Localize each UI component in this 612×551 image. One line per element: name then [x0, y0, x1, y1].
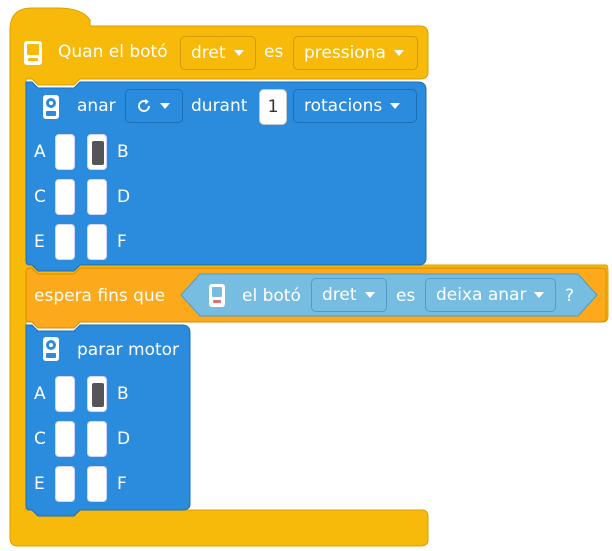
stop-motor-label: parar motor: [77, 340, 180, 360]
event-is-label: es: [264, 42, 284, 62]
condition-button-dropdown[interactable]: dret: [311, 278, 387, 312]
condition-is-label: es: [396, 286, 416, 306]
chevron-down-icon: [393, 50, 404, 56]
port-a-toggle[interactable]: [55, 134, 75, 170]
wait-until-label: espera fins que: [34, 286, 166, 306]
port-label-c: C: [34, 187, 46, 207]
chevron-down-icon: [390, 103, 401, 109]
motor-icon: [43, 95, 59, 119]
port-c-toggle[interactable]: [55, 421, 75, 457]
amount-input[interactable]: 1: [259, 89, 287, 125]
port-e-toggle[interactable]: [55, 466, 75, 502]
port-label-f: F: [117, 474, 127, 494]
port-label-d: D: [117, 429, 131, 449]
run-motor-block-shape: [25, 81, 427, 272]
event-when-label: Quan el botó: [58, 42, 168, 62]
chevron-down-icon: [233, 50, 244, 56]
rotate-clockwise-icon: [138, 99, 150, 112]
brain-device-icon: [24, 41, 42, 65]
port-b-toggle[interactable]: [87, 376, 107, 412]
port-label-a: A: [34, 142, 46, 162]
port-label-d: D: [117, 187, 131, 207]
port-d-toggle[interactable]: [87, 179, 107, 215]
condition-state-dropdown[interactable]: deixa anar: [425, 278, 556, 312]
port-label-c: C: [34, 429, 46, 449]
chevron-down-icon: [534, 292, 545, 298]
condition-button-label: el botó: [242, 286, 301, 306]
port-c-toggle[interactable]: [55, 179, 75, 215]
port-label-b: B: [117, 384, 129, 404]
chevron-down-icon: [160, 103, 170, 109]
run-motor-label: anar: [77, 96, 116, 116]
event-button-dropdown[interactable]: dret: [180, 36, 256, 70]
motor-icon: [43, 337, 59, 361]
unit-dropdown[interactable]: rotacions: [293, 89, 417, 123]
port-label-b: B: [117, 142, 129, 162]
event-state-dropdown[interactable]: pressiona: [293, 36, 418, 70]
port-label-a: A: [34, 384, 46, 404]
port-a-toggle[interactable]: [55, 376, 75, 412]
port-d-toggle[interactable]: [87, 421, 107, 457]
run-during-label: durant: [191, 96, 248, 116]
port-e-toggle[interactable]: [55, 224, 75, 260]
brain-device-icon: [209, 284, 225, 307]
condition-question-mark: ?: [565, 286, 575, 306]
port-f-toggle[interactable]: [87, 224, 107, 260]
port-b-toggle[interactable]: [87, 134, 107, 170]
port-label-e: E: [34, 232, 45, 252]
direction-dropdown[interactable]: [125, 89, 183, 123]
port-label-f: F: [117, 232, 127, 252]
port-label-e: E: [34, 474, 45, 494]
chevron-down-icon: [364, 292, 375, 298]
port-f-toggle[interactable]: [87, 466, 107, 502]
